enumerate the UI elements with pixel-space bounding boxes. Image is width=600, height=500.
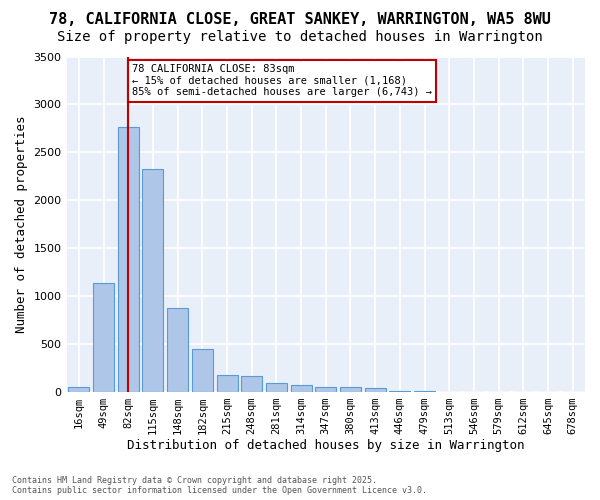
Bar [142,168,163,392]
Bar [192,350,213,392]
Bar [340,388,361,392]
Bar [241,376,262,392]
Text: 78 CALIFORNIA CLOSE: 83sqm
← 15% of detached houses are smaller (1,168)
85% of s: 78 CALIFORNIA CLOSE: 83sqm ← 15% of deta… [132,64,432,98]
Text: 78, CALIFORNIA CLOSE, GREAT SANKEY, WARRINGTON, WA5 8WU: 78, CALIFORNIA CLOSE, GREAT SANKEY, WARR… [49,12,551,28]
Bar [93,284,114,392]
Bar [167,308,188,392]
Bar [365,388,386,392]
Bar [290,386,311,392]
Bar [389,390,410,392]
X-axis label: Distribution of detached houses by size in Warrington: Distribution of detached houses by size … [127,440,524,452]
Bar [266,383,287,392]
Bar [68,387,89,392]
Bar [217,376,238,392]
Bar [118,128,139,392]
Bar [315,388,336,392]
Bar [414,390,435,392]
Y-axis label: Number of detached properties: Number of detached properties [15,116,28,333]
Text: Size of property relative to detached houses in Warrington: Size of property relative to detached ho… [57,30,543,44]
Text: Contains HM Land Registry data © Crown copyright and database right 2025.
Contai: Contains HM Land Registry data © Crown c… [12,476,427,495]
